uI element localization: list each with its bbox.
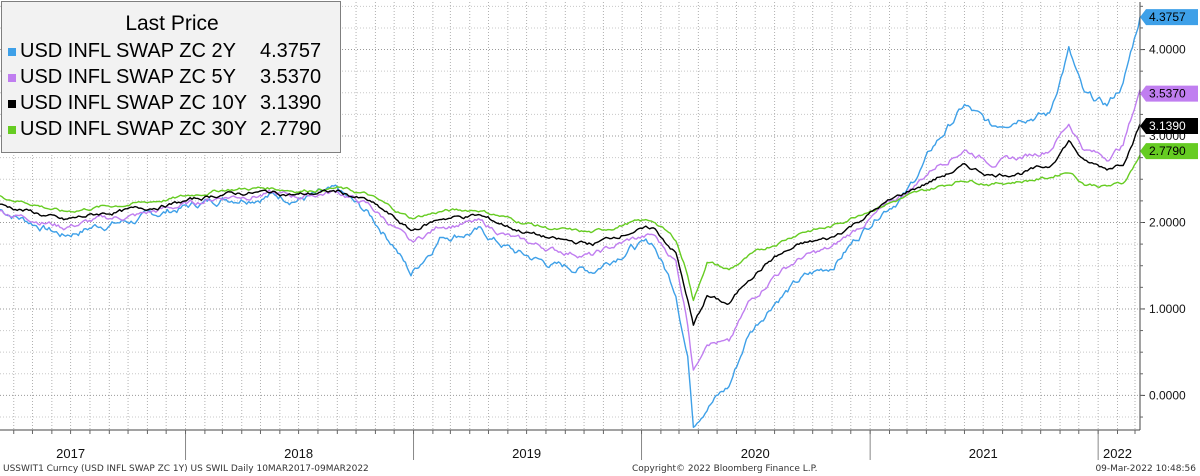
legend-swatch-30y (8, 126, 16, 134)
series-line-30y (0, 154, 1141, 302)
legend-value-10y: 3.1390 (260, 92, 322, 114)
tag-label: 3.1390 (1149, 119, 1186, 133)
legend-value-30y: 2.7790 (260, 118, 322, 140)
legend-value-2y: 4.3757 (260, 40, 322, 62)
series-line-2y (0, 16, 1141, 428)
tag-shape (1140, 118, 1198, 135)
last-value-tag-10y: 3.1390 (1140, 118, 1198, 135)
legend-label-2y: USD INFL SWAP ZC 2Y (20, 40, 236, 62)
x-tick-label: 2021 (969, 446, 998, 461)
tag-shape (1140, 85, 1198, 102)
last-value-tag-2y: 4.3757 (1140, 9, 1198, 26)
footer-timestamp: 09-Mar-2022 10:48:56 (1095, 464, 1196, 474)
y-tick-label: 1.0000 (1149, 302, 1186, 316)
series-line-10y (0, 123, 1141, 326)
legend-label-10y: USD INFL SWAP ZC 10Y (20, 92, 248, 114)
tag-label: 3.5370 (1149, 87, 1186, 101)
legend-swatch-2y (8, 48, 16, 56)
x-tick-label: 2017 (56, 446, 85, 461)
legend-label-30y: USD INFL SWAP ZC 30Y (20, 118, 248, 140)
legend-swatch-5y (8, 74, 16, 82)
series-lines (0, 16, 1141, 428)
tag-shape (1140, 143, 1198, 160)
legend-value-5y: 3.5370 (260, 66, 322, 88)
tag-shape (1140, 9, 1198, 26)
legend: Last Price USD INFL SWAP ZC 2Y 4.3757 US… (1, 1, 341, 153)
y-tick-label: 4.0000 (1149, 43, 1186, 57)
footer-copyright: Copyright© 2022 Bloomberg Finance L.P. (632, 464, 818, 474)
last-value-tags: 4.3757 3.5370 3.1390 2.7790 (1140, 9, 1198, 160)
last-value-tag-5y: 3.5370 (1140, 85, 1198, 102)
tag-label: 2.7790 (1149, 144, 1186, 158)
legend-swatch-10y (8, 100, 16, 108)
legend-label-5y: USD INFL SWAP ZC 5Y (20, 66, 236, 88)
x-tick-label: 2022 (1103, 446, 1132, 461)
legend-title: Last Price (125, 12, 219, 35)
tag-label: 4.3757 (1149, 10, 1186, 24)
series-line-5y (0, 89, 1141, 371)
x-tick-label: 2018 (284, 446, 313, 461)
y-tick-label: 2.0000 (1149, 215, 1186, 229)
last-value-tag-30y: 2.7790 (1140, 143, 1198, 160)
x-tick-label: 2019 (512, 446, 541, 461)
footer-source: USSWIT1 Curncy (USD INFL SWAP ZC 1Y) US … (3, 464, 369, 474)
y-tick-label: 0.0000 (1149, 388, 1186, 402)
x-tick-label: 2020 (741, 446, 770, 461)
